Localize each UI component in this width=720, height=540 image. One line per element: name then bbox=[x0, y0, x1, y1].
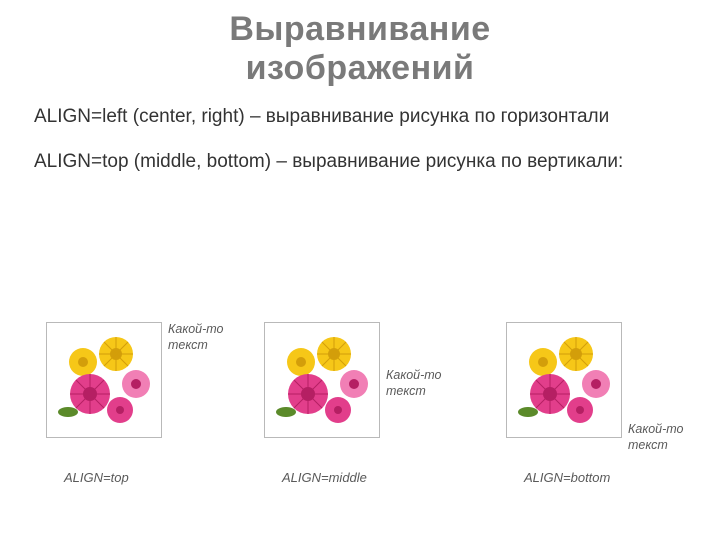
examples-row: Какой-то текст ALIGN=top bbox=[46, 322, 686, 522]
flower-icon bbox=[54, 332, 154, 428]
caption: ALIGN=bottom bbox=[524, 470, 610, 485]
caption: ALIGN=top bbox=[64, 470, 129, 485]
flower-icon bbox=[514, 332, 614, 428]
title-line1: Выравнивание bbox=[229, 10, 490, 48]
example-middle: Какой-то текст ALIGN=middle bbox=[264, 322, 464, 438]
caption: ALIGN=middle bbox=[282, 470, 367, 485]
flower-image bbox=[264, 322, 380, 438]
example-top: Какой-то текст ALIGN=top bbox=[46, 322, 246, 438]
side-text: Какой-то текст bbox=[168, 322, 258, 353]
title-line2: изображений bbox=[246, 49, 475, 87]
paragraph-2: ALIGN=top (middle, bottom) – выравнивани… bbox=[34, 147, 686, 177]
page-title: Выравнивание изображений bbox=[34, 10, 686, 88]
side-text: Какой-то текст bbox=[628, 422, 718, 453]
flower-image bbox=[46, 322, 162, 438]
flower-icon bbox=[272, 332, 372, 428]
flower-image bbox=[506, 322, 622, 438]
body-text: ALIGN=left (center, right) – выравнивани… bbox=[34, 102, 686, 177]
paragraph-1: ALIGN=left (center, right) – выравнивани… bbox=[34, 102, 686, 132]
side-text: Какой-то текст bbox=[386, 368, 476, 399]
example-bottom: Какой-то текст ALIGN=bottom bbox=[506, 322, 706, 438]
slide: Выравнивание изображений ALIGN=left (cen… bbox=[0, 0, 720, 540]
